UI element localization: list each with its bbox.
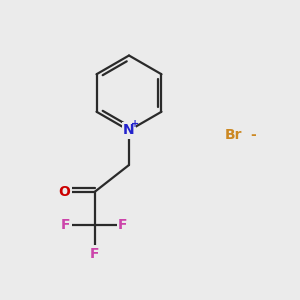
Text: O: O [58,185,70,199]
Text: F: F [61,218,71,232]
Text: +: + [131,119,139,130]
Text: F: F [90,247,99,260]
Text: -: - [250,128,256,142]
Text: F: F [118,218,128,232]
Text: Br: Br [225,128,243,142]
Text: N: N [123,124,135,137]
